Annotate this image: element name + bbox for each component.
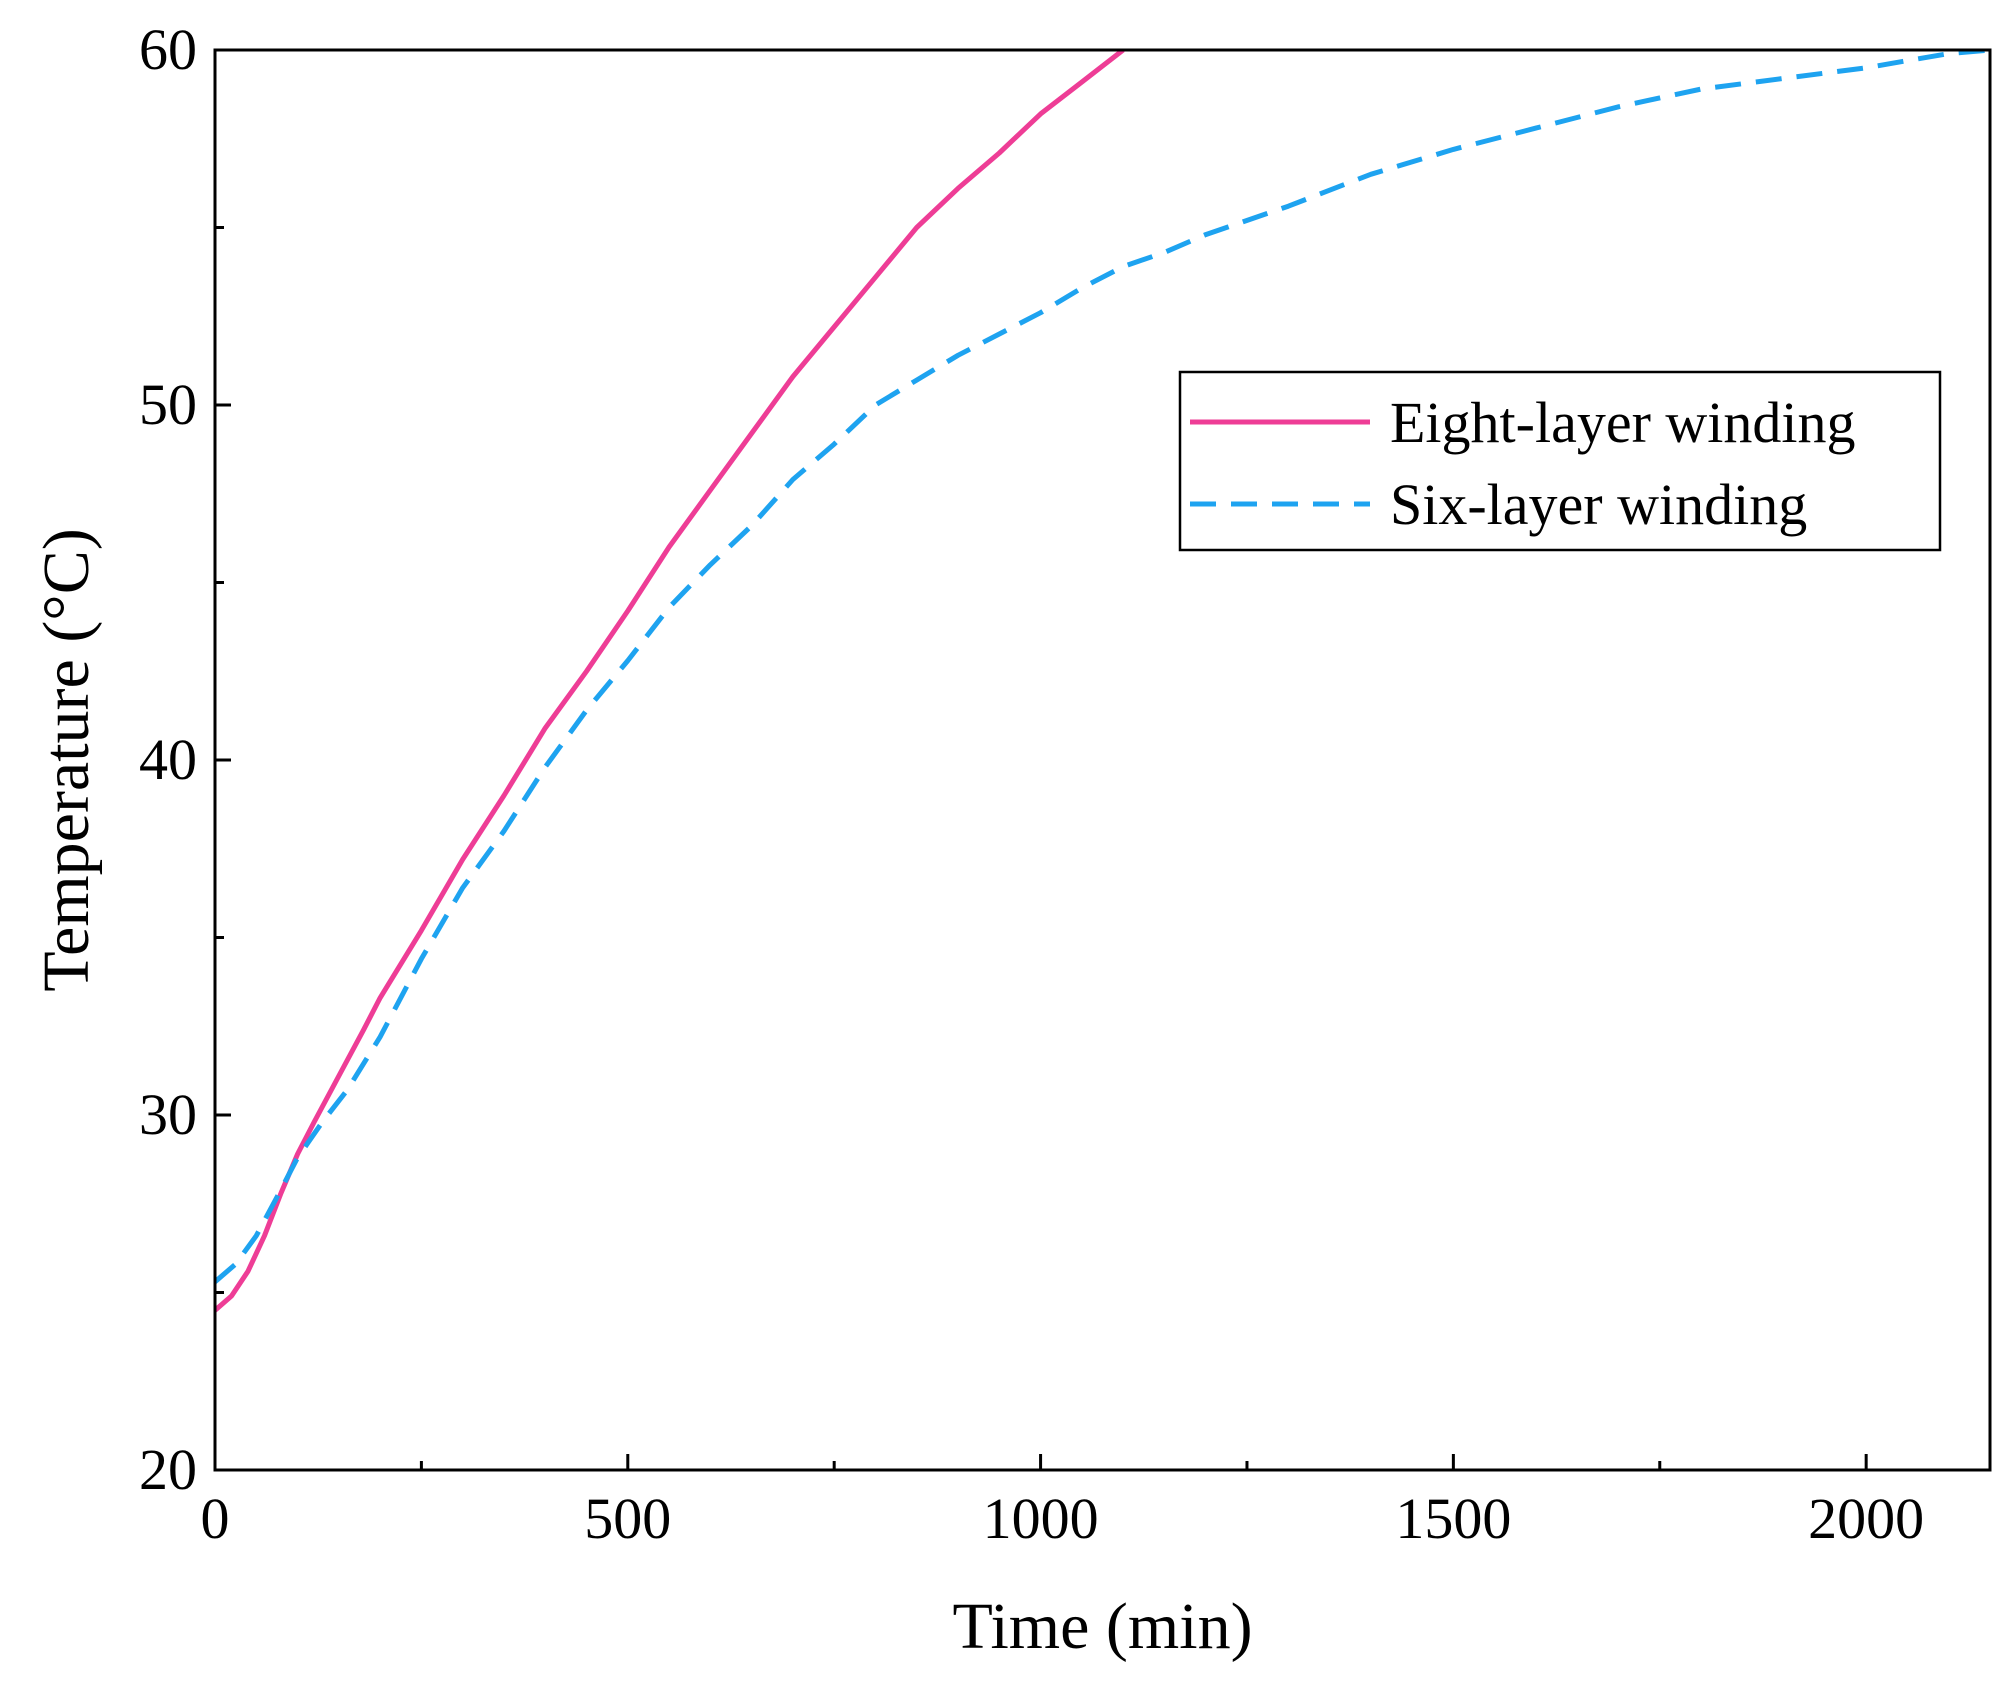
- y-tick-label: 30: [139, 1082, 197, 1147]
- y-tick-label: 20: [139, 1437, 197, 1502]
- legend: Eight-layer winding Six-layer winding: [1178, 370, 1942, 552]
- x-tick-label: 2000: [1808, 1486, 1924, 1551]
- x-tick-label: 0: [201, 1486, 230, 1551]
- y-tick-label: 40: [139, 727, 197, 792]
- y-tick-label: 50: [139, 372, 197, 437]
- ticks-layer: 0 500 1000 1500 2000 20 30 40 50 60: [139, 17, 1924, 1551]
- x-tick-label: 1500: [1395, 1486, 1511, 1551]
- y-tick-label: 60: [139, 17, 197, 82]
- series-line-six-layer: [215, 50, 1990, 1284]
- plot-frame: [213, 48, 1992, 1472]
- series-layer: [215, 50, 1990, 1313]
- legend-box: [1178, 370, 1942, 552]
- legend-label-eight-layer: Eight-layer winding: [1390, 390, 1856, 455]
- series-line-eight-layer: [215, 50, 1125, 1313]
- legend-label-six-layer: Six-layer winding: [1390, 472, 1807, 537]
- y-axis-title: Temperature (°C): [30, 528, 103, 991]
- x-axis-title: Time (min): [952, 1590, 1252, 1663]
- x-tick-label: 1000: [983, 1486, 1099, 1551]
- x-tick-label: 500: [584, 1486, 671, 1551]
